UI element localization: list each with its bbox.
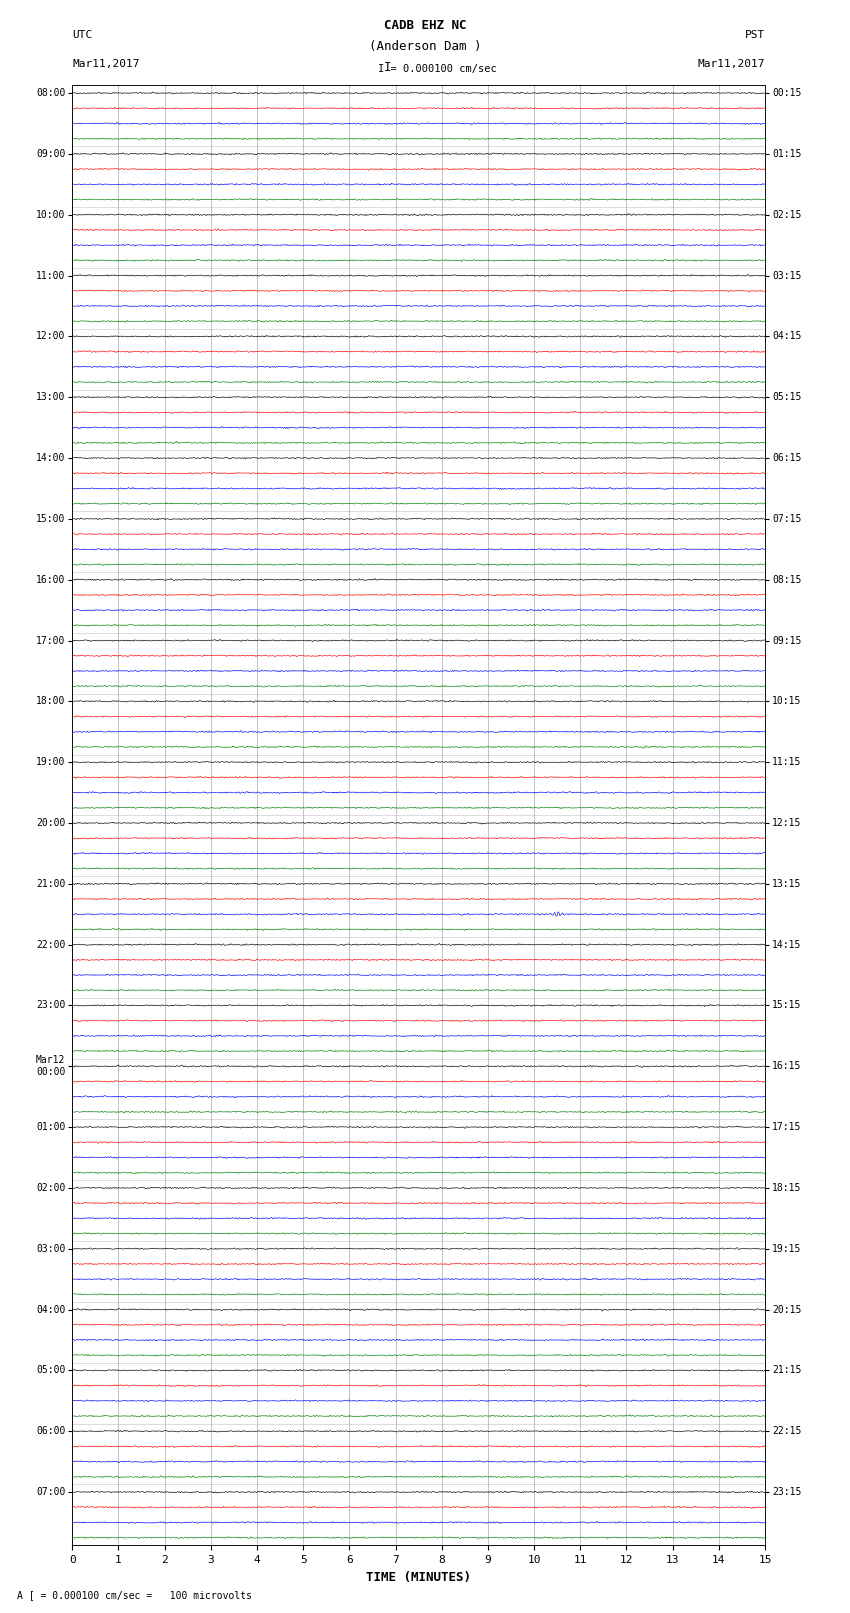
Text: CADB EHZ NC: CADB EHZ NC	[383, 19, 467, 32]
Text: A [ = 0.000100 cm/sec =   100 microvolts: A [ = 0.000100 cm/sec = 100 microvolts	[17, 1590, 252, 1600]
Text: (Anderson Dam ): (Anderson Dam )	[369, 40, 481, 53]
Text: I = 0.000100 cm/sec: I = 0.000100 cm/sec	[353, 65, 497, 74]
Text: Mar11,2017: Mar11,2017	[72, 60, 139, 69]
Text: UTC: UTC	[72, 31, 93, 40]
X-axis label: TIME (MINUTES): TIME (MINUTES)	[366, 1571, 471, 1584]
Text: I: I	[384, 61, 391, 74]
Text: Mar11,2017: Mar11,2017	[698, 60, 765, 69]
Text: PST: PST	[745, 31, 765, 40]
